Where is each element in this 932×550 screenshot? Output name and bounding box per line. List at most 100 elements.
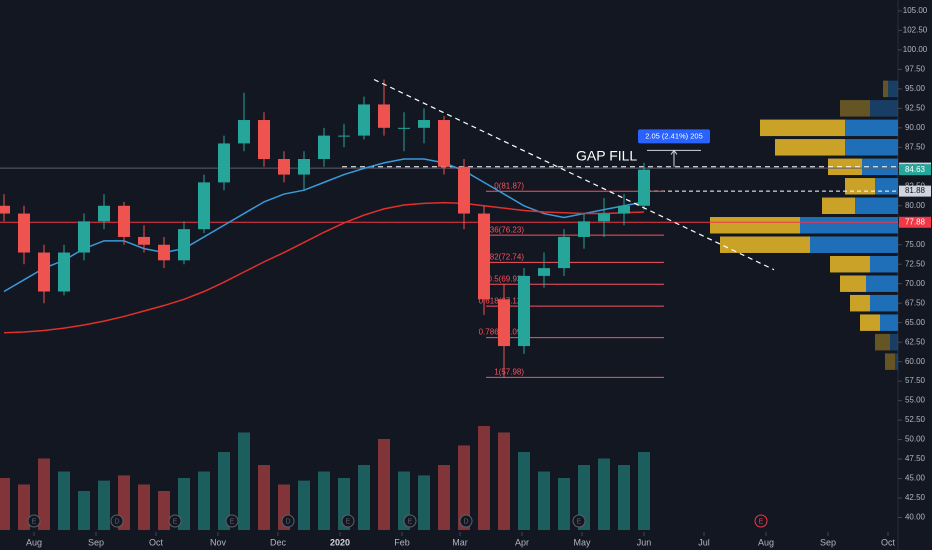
profile-blue [855,197,898,215]
measure-box [638,129,710,144]
y-tick-label: 60.00 [905,357,926,366]
candle-body [598,213,610,222]
y-tick-label: 105.00 [903,6,928,15]
volume-bar [558,478,570,530]
profile-gold [875,333,890,351]
profile-blue [880,314,898,331]
volume-bar [198,471,210,530]
x-tick-label: Aug [758,537,774,547]
event-marker [110,514,124,528]
profile-gold [860,314,880,331]
profile-gold [760,119,845,137]
profile-blue [862,158,898,176]
profile-gold [850,294,870,312]
candle-body [538,268,550,276]
x-tick-label: May [573,537,591,547]
candle-body [418,120,430,128]
x-tick-label: Jul [698,537,710,547]
y-tick-label: 102.50 [903,26,928,35]
volume-bar [0,478,10,530]
profile-blue [800,217,898,234]
candle-body [638,169,650,206]
profile-blue [866,275,898,292]
y-tick-label: 87.50 [905,142,926,151]
candle-body [298,159,310,175]
x-tick-label: Aug [26,537,42,547]
y-tick-label: 97.50 [905,64,926,73]
x-tick-label: Feb [394,537,410,547]
x-tick-label: Sep [820,537,836,547]
x-tick-label: Apr [515,537,529,547]
y-tick-label: 40.00 [905,513,926,522]
price-tag [899,216,931,228]
candle-body [478,213,490,300]
candle-body [498,299,510,347]
y-tick-label: 100.00 [903,45,928,54]
volume-bar [218,452,230,530]
fib-label: 0.382(72.74) [479,252,525,261]
volume-bar [518,452,530,530]
y-tick-label: 92.50 [905,103,926,112]
candle-body [0,205,10,214]
y-tick-label: 67.50 [905,298,926,307]
event-marker [459,514,473,528]
event-label: D [463,518,468,525]
candle-body [518,275,530,347]
volume-bar [98,480,110,530]
y-tick-label: 45.00 [905,474,926,483]
volume-bar [438,465,450,530]
event-label: E [577,518,582,525]
y-tick-label: 55.00 [905,396,926,405]
profile-blue [870,294,898,312]
volume-bar [458,445,470,530]
x-tick-label: Mar [452,537,468,547]
x-tick-label: Oct [149,537,164,547]
volume-bar [638,452,650,530]
profile-gold [775,139,845,156]
y-tick-label: 75.00 [905,240,926,249]
candle-body [218,143,230,183]
volume-bar [258,465,270,530]
y-tick-label: 95.00 [905,84,926,93]
x-tick-label: Sep [88,537,104,547]
volume-bar [618,465,630,530]
price-tag [899,164,931,176]
candle-body [98,205,110,222]
candle-body [278,159,290,175]
candle-body [318,135,330,159]
profile-gold [840,100,870,117]
volume-bar [158,491,170,530]
price-tag-label: 84.63 [905,165,926,174]
candle-body [138,236,150,245]
candle-body [178,229,190,261]
y-tick-label: 70.00 [905,279,926,288]
volume-bar [578,465,590,530]
candle-body [258,120,270,159]
event-label: E [408,518,413,525]
event-label: E [173,518,178,525]
y-tick-label: 50.00 [905,435,926,444]
candle-body [438,120,450,167]
x-tick-label: Oct [881,537,896,547]
candle-body [58,252,70,292]
profile-blue [845,119,898,137]
event-marker [341,514,355,528]
fib-label: 0.236(76.23) [479,225,525,234]
fib-label: 0.5(69.93) [488,274,525,283]
event-label: E [759,518,764,525]
price-tag-label: 81.88 [905,186,926,195]
profile-gold [828,158,862,176]
profile-gold [883,80,888,98]
event-marker [403,514,417,528]
candle-body [338,135,350,137]
candle-body [558,236,570,269]
candle-body [618,205,630,214]
candle-body [458,166,470,214]
volume-bar [378,439,390,530]
volume-bar [418,475,430,530]
y-tick-label: 47.50 [905,454,926,463]
volume-bar [498,432,510,530]
volume-bar [358,465,370,530]
y-tick-label: 72.50 [905,259,926,268]
profile-gold [840,275,866,292]
